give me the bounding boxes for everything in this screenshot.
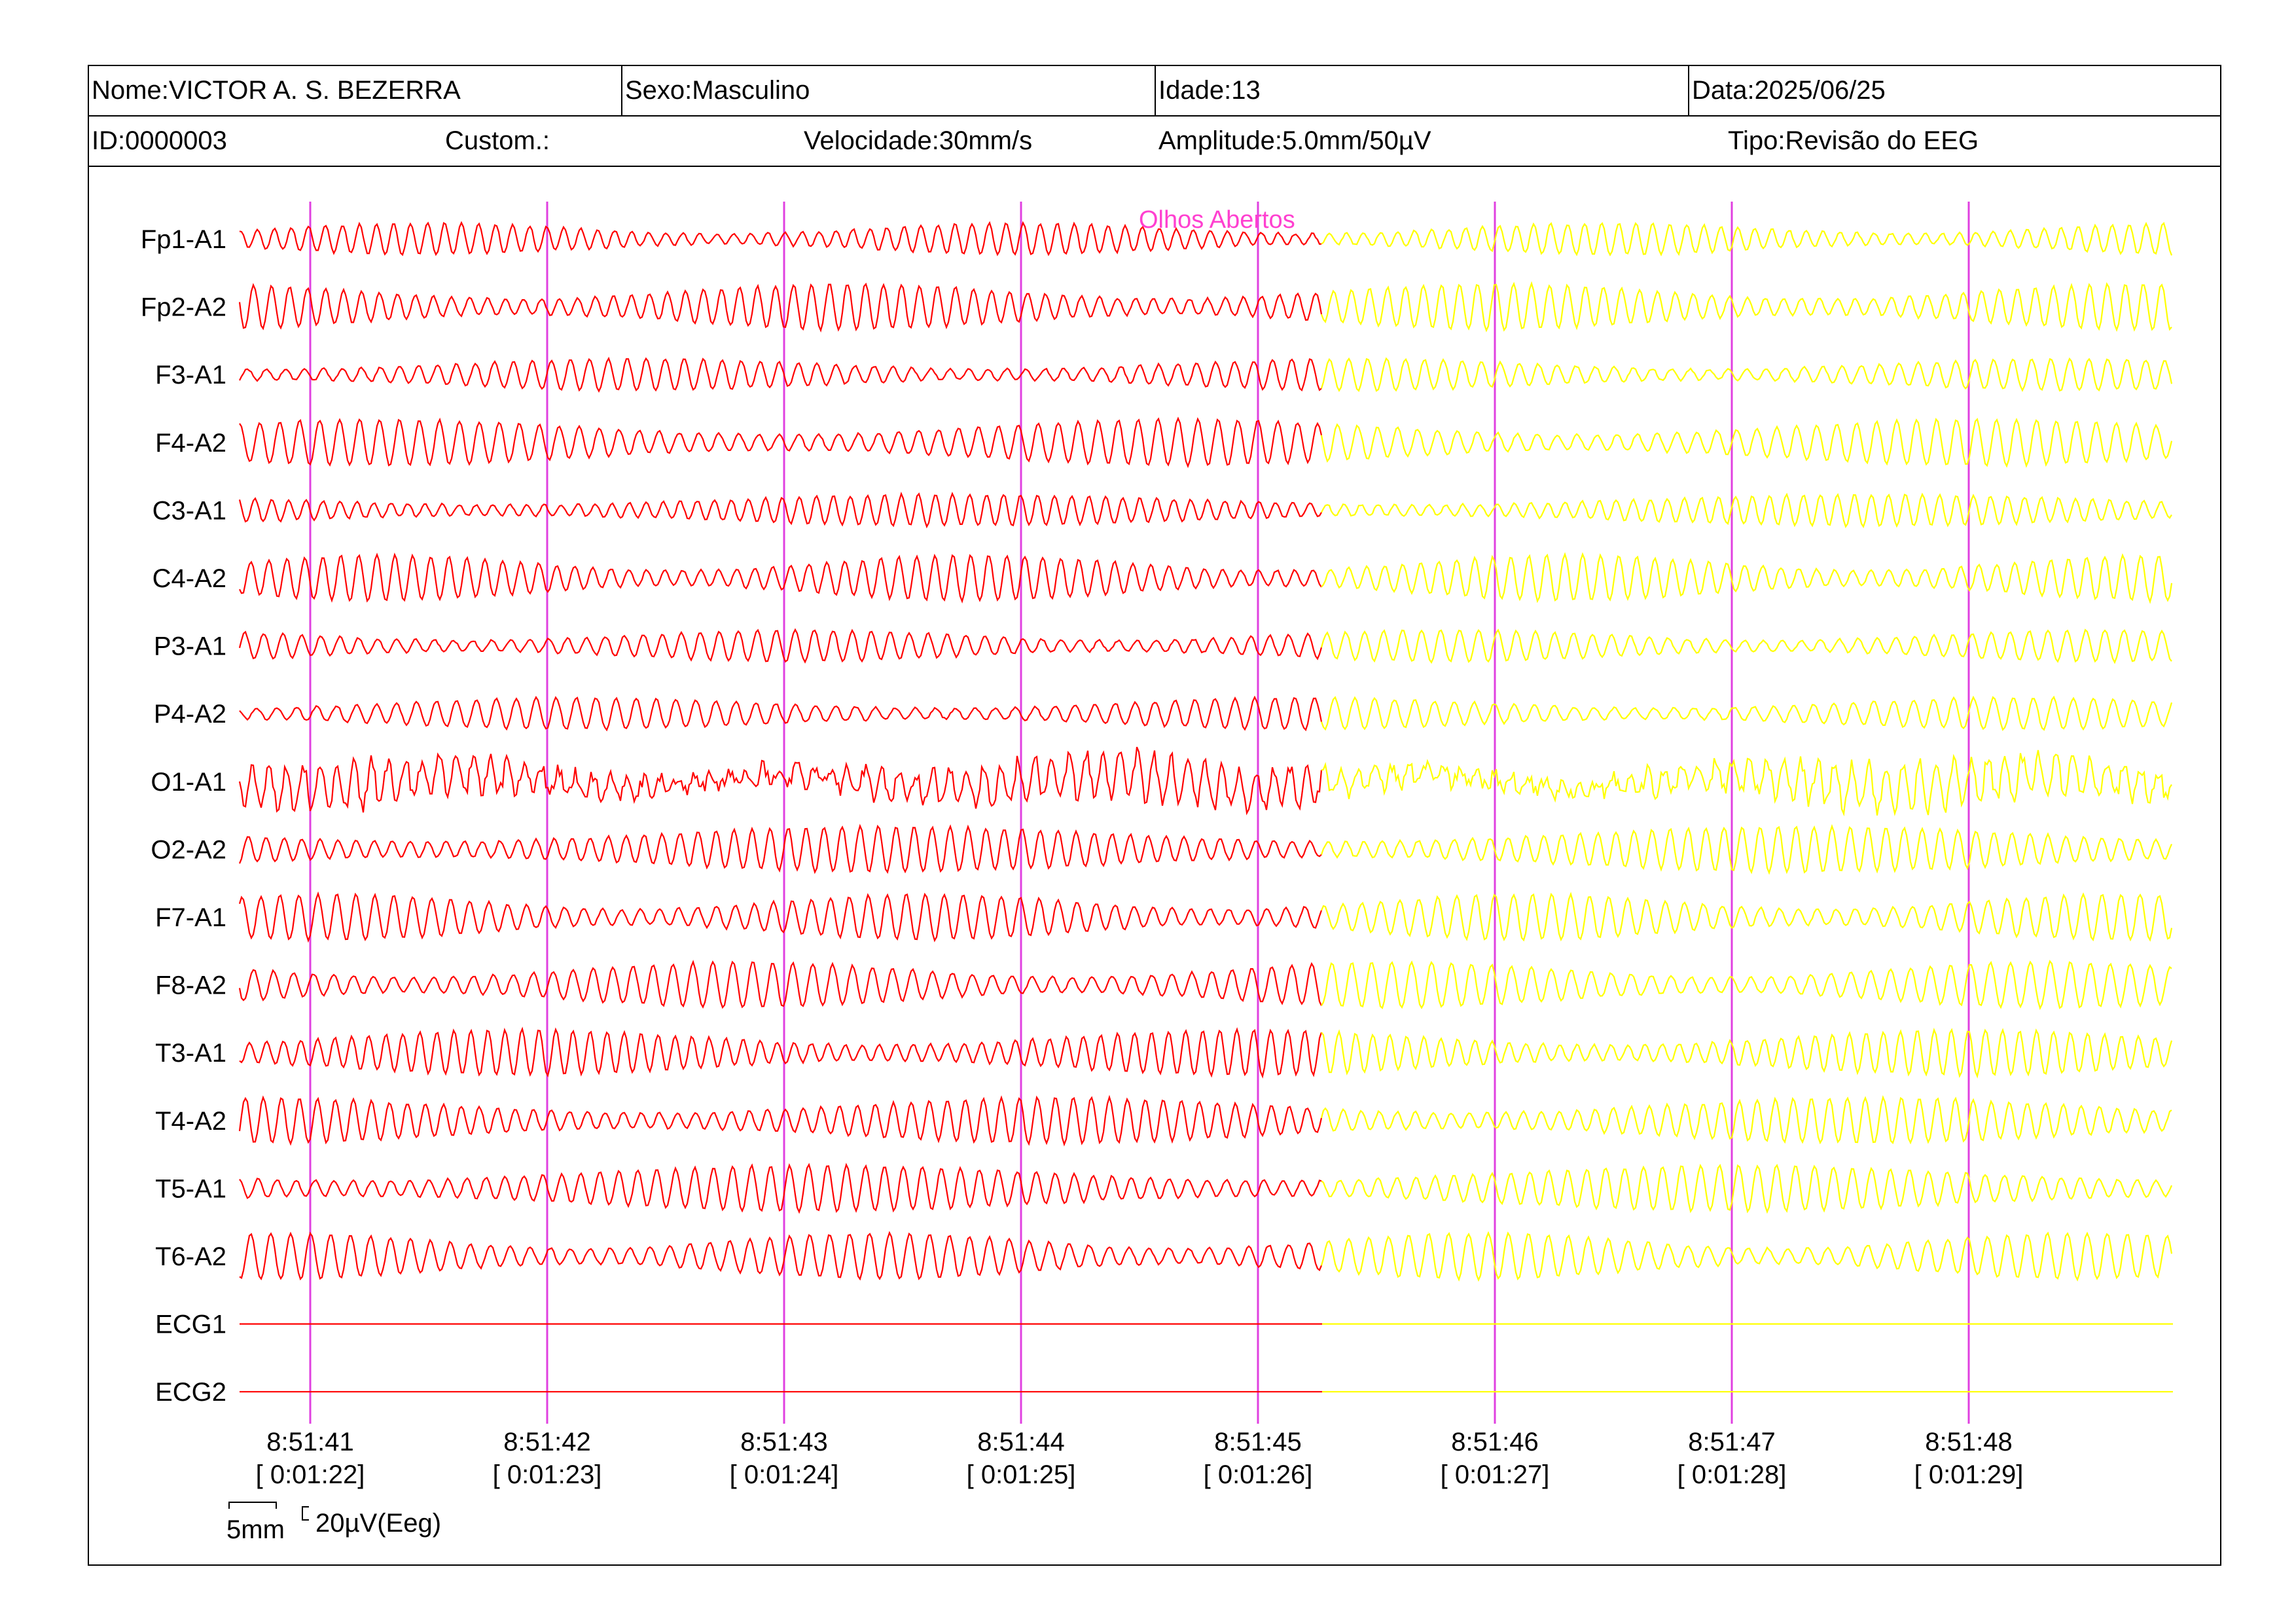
channel-label: O1-A1 — [151, 768, 226, 797]
patient-id: ID:0000003 — [92, 126, 227, 155]
eeg-trace-segment-eyes-open — [1320, 695, 2173, 731]
second-markers — [309, 202, 1970, 1424]
eeg-trace-segment-recorded — [238, 960, 1322, 1009]
eeg-trace-segment-eyes-open — [1321, 221, 2173, 257]
channel-label: O2-A2 — [151, 835, 226, 864]
eeg-traces — [238, 221, 2173, 1393]
patient-sex: Sexo:Masculino — [621, 66, 1155, 115]
time-elapsed-label: [ 0:01:23] — [493, 1460, 602, 1489]
eeg-trace-segment-eyes-open — [1321, 749, 2172, 817]
time-axis: 8:51:41 [ 0:01:22] 8:51:42 [ 0:01:23] 8:51:4… — [256, 1428, 2024, 1489]
eeg-trace-segment-recorded — [238, 628, 1323, 664]
eeg-trace-segment-recorded — [238, 282, 1323, 333]
eeg-trace-segment-eyes-open — [1320, 892, 2173, 942]
eeg-trace-segment-eyes-open — [1321, 1028, 2173, 1079]
time-elapsed-label: [ 0:01:29] — [1914, 1460, 2024, 1489]
eeg-trace-segment-eyes-open — [1320, 281, 2172, 333]
eeg-trace-segment-eyes-open — [1321, 960, 2172, 1011]
time-elapsed-label: [ 0:01:22] — [256, 1460, 365, 1489]
eeg-trace-segment-eyes-open — [1320, 1231, 2173, 1282]
eeg-trace-segment-recorded — [239, 221, 1322, 257]
eeg-trace-segment-eyes-open — [1320, 823, 2173, 875]
event-marker-label: Olhos Abertos — [1139, 206, 1295, 234]
time-elapsed-label: [ 0:01:28] — [1677, 1460, 1787, 1489]
eeg-trace-segment-recorded — [239, 1163, 1322, 1214]
amplitude-scale-label: 20µV(Eeg) — [315, 1509, 441, 1538]
exam-date: Data:2025/06/25 — [1688, 66, 2220, 115]
time-elapsed-label: [ 0:01:25] — [967, 1460, 1076, 1489]
time-clock-label: 8:51:45 — [1214, 1428, 1301, 1456]
eeg-trace-segment-recorded — [238, 746, 1323, 816]
eeg-trace-segment-eyes-open — [1321, 492, 2172, 528]
scale-bar: 5mm 20µV(Eeg) — [226, 1502, 441, 1544]
eeg-trace-segment-recorded — [239, 695, 1323, 732]
eeg-trace-segment-recorded — [239, 1231, 1323, 1281]
header-row-exam: ID:0000003 Custom.: Velocidade:30mm/s Am… — [89, 117, 2220, 167]
channel-label: ECG1 — [155, 1310, 226, 1339]
eeg-trace-segment-recorded — [239, 416, 1323, 469]
channel-label: C4-A2 — [152, 564, 226, 593]
patient-age: Idade:13 — [1155, 66, 1688, 115]
eeg-trace-segment-recorded — [238, 492, 1322, 529]
patient-name: Nome:VICTOR A. S. BEZERRA — [92, 76, 461, 105]
header-row-patient: Nome:VICTOR A. S. BEZERRA Sexo:Masculino… — [89, 66, 2220, 117]
channel-label: F4-A2 — [155, 429, 226, 458]
custom-field: Custom.: — [445, 126, 550, 155]
eeg-trace-segment-eyes-open — [1320, 357, 2173, 392]
channel-label: Fp1-A1 — [141, 225, 226, 254]
channel-labels: Fp1-A1 Fp2-A2 F3-A1 F4-A2 C3-A1 C4-A2 P3-A1 P4-… — [141, 225, 226, 1407]
channel-label: P4-A2 — [154, 700, 226, 729]
channel-label: F8-A2 — [155, 971, 226, 1000]
time-clock-label: 8:51:42 — [503, 1428, 590, 1456]
time-clock-label: 8:51:48 — [1925, 1428, 2012, 1456]
eeg-trace-segment-recorded — [238, 891, 1323, 943]
time-scale-label: 5mm — [226, 1515, 285, 1544]
time-clock-label: 8:51:46 — [1451, 1428, 1538, 1456]
eeg-trace-segment-eyes-open — [1321, 1163, 2173, 1214]
channel-label: Fp2-A2 — [141, 293, 226, 322]
time-elapsed-label: [ 0:01:27] — [1441, 1460, 1550, 1489]
eeg-trace-segment-recorded — [239, 356, 1322, 393]
eeg-trace-segment-eyes-open — [1320, 418, 2173, 468]
eeg-trace-segment-recorded — [238, 1094, 1323, 1147]
eeg-trace-segment-recorded — [238, 823, 1322, 875]
time-elapsed-label: [ 0:01:24] — [730, 1460, 839, 1489]
channel-label: T5-A1 — [155, 1174, 226, 1203]
channel-label: T6-A2 — [155, 1242, 226, 1271]
amplitude-setting: Amplitude:5.0mm/50µV — [1158, 126, 1431, 155]
time-elapsed-label: [ 0:01:26] — [1204, 1460, 1313, 1489]
eeg-trace-segment-recorded — [239, 1026, 1323, 1079]
channel-label: F7-A1 — [155, 903, 226, 932]
channel-label: P3-A1 — [154, 632, 226, 661]
channel-label: T4-A2 — [155, 1107, 226, 1136]
report-frame: Nome:VICTOR A. S. BEZERRA Sexo:Masculino… — [88, 65, 2221, 1566]
eeg-trace-segment-eyes-open — [1320, 628, 2172, 664]
channel-label: F3-A1 — [155, 361, 226, 389]
eeg-trace-segment-eyes-open — [1320, 1094, 2172, 1145]
time-clock-label: 8:51:41 — [266, 1428, 353, 1456]
time-clock-label: 8:51:44 — [977, 1428, 1064, 1456]
speed-setting: Velocidade:30mm/s — [804, 126, 1033, 155]
eeg-trace-segment-eyes-open — [1321, 552, 2173, 604]
eeg-trace-segment-recorded — [239, 552, 1322, 604]
amplitude-scale-bracket — [302, 1506, 309, 1521]
channel-label: T3-A1 — [155, 1039, 226, 1068]
time-scale-bracket — [228, 1502, 277, 1509]
time-clock-label: 8:51:47 — [1688, 1428, 1775, 1456]
time-clock-label: 8:51:43 — [740, 1428, 827, 1456]
exam-type: Tipo:Revisão do EEG — [1728, 126, 1979, 155]
channel-label: ECG2 — [155, 1378, 226, 1407]
channel-label: C3-A1 — [152, 496, 226, 525]
